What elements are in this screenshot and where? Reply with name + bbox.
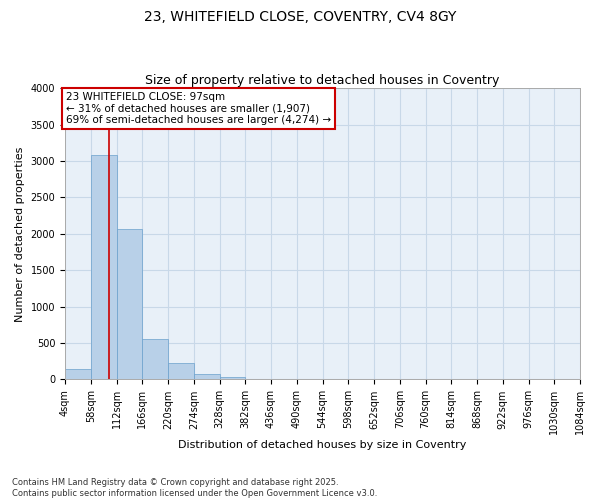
- Title: Size of property relative to detached houses in Coventry: Size of property relative to detached ho…: [145, 74, 500, 87]
- X-axis label: Distribution of detached houses by size in Coventry: Distribution of detached houses by size …: [178, 440, 467, 450]
- Text: Contains HM Land Registry data © Crown copyright and database right 2025.
Contai: Contains HM Land Registry data © Crown c…: [12, 478, 377, 498]
- Text: 23 WHITEFIELD CLOSE: 97sqm
← 31% of detached houses are smaller (1,907)
69% of s: 23 WHITEFIELD CLOSE: 97sqm ← 31% of deta…: [66, 92, 331, 125]
- Y-axis label: Number of detached properties: Number of detached properties: [15, 146, 25, 322]
- Bar: [168, 364, 194, 380]
- Bar: [245, 378, 271, 380]
- Bar: [65, 368, 91, 380]
- Bar: [220, 378, 245, 380]
- Bar: [116, 230, 142, 380]
- Bar: [194, 374, 220, 380]
- Text: 23, WHITEFIELD CLOSE, COVENTRY, CV4 8GY: 23, WHITEFIELD CLOSE, COVENTRY, CV4 8GY: [144, 10, 456, 24]
- Bar: [91, 155, 116, 380]
- Bar: [142, 338, 168, 380]
